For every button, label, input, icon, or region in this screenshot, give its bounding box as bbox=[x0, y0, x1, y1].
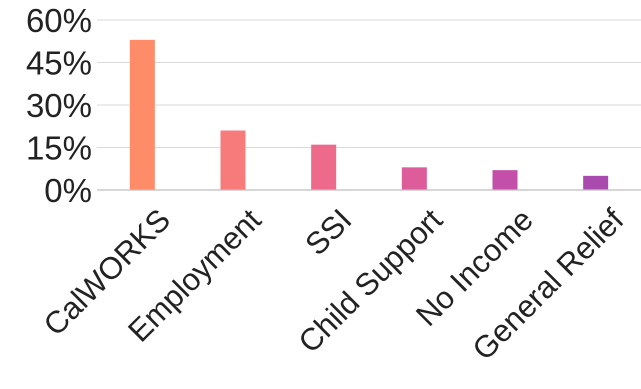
bar-ssi bbox=[311, 144, 337, 190]
bars bbox=[129, 39, 609, 191]
x-tick-label: SSI bbox=[298, 202, 358, 262]
gridlines bbox=[97, 19, 641, 148]
y-tick-label: 0% bbox=[44, 172, 92, 209]
y-tick-labels: 0% 15% 30% 45% 60% bbox=[26, 2, 92, 209]
bar-employment bbox=[220, 130, 246, 190]
bar-general-relief bbox=[583, 175, 609, 190]
y-tick-label: 15% bbox=[26, 130, 92, 167]
y-tick-label: 60% bbox=[26, 2, 92, 39]
y-tick-label: 30% bbox=[26, 87, 92, 124]
bar-calworks bbox=[129, 39, 155, 191]
y-tick-label: 45% bbox=[26, 45, 92, 82]
bar-no-income bbox=[492, 170, 518, 190]
bar-child-support bbox=[401, 167, 427, 190]
